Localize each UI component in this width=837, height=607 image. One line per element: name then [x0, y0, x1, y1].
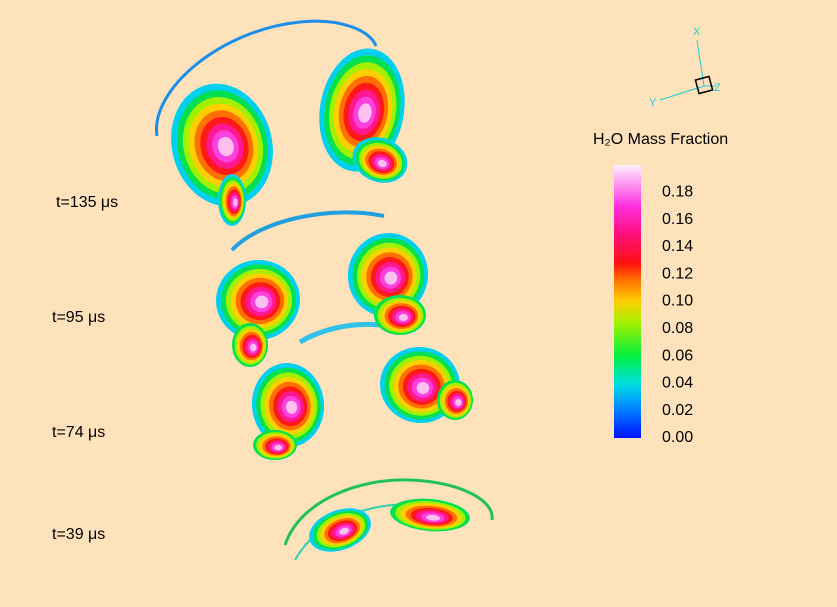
vortex — [218, 174, 246, 226]
vortex — [216, 259, 300, 341]
vortex-ring — [358, 103, 372, 123]
colorbar-tick-label: 0.02 — [662, 402, 693, 419]
vortex-ring — [398, 313, 408, 321]
vortex — [347, 233, 429, 317]
triad-axis — [659, 85, 705, 101]
vortex-ring — [377, 159, 387, 168]
vortex-ring — [255, 295, 269, 309]
triad-label: Y — [649, 97, 657, 109]
colorbar-tick-label: 0.08 — [662, 320, 693, 337]
time-label: t=135 μs — [56, 194, 118, 211]
triad-label: X — [693, 26, 701, 38]
vortex-ring — [285, 400, 298, 414]
simulation-render — [155, 19, 494, 561]
colorbar-tick-label: 0.10 — [662, 293, 693, 310]
vortex-ring — [339, 527, 349, 535]
vortex-ring — [250, 343, 257, 352]
colorbar-tick-label: 0.04 — [662, 375, 693, 392]
vortex — [253, 430, 297, 460]
vortex-ring — [416, 382, 430, 395]
arc — [155, 19, 378, 137]
time-label: t=95 μs — [52, 309, 105, 326]
vortex-ring — [455, 398, 462, 406]
vortex — [352, 137, 408, 183]
colorbar-tick-label: 0.18 — [662, 184, 693, 201]
vortex — [251, 363, 325, 447]
vortex-ring — [233, 198, 238, 207]
colorbar-title: H₂O Mass Fraction — [593, 131, 728, 148]
vortex-ring — [217, 136, 234, 157]
arc — [283, 478, 494, 546]
colorbar-tick-label: 0.12 — [662, 265, 693, 282]
colorbar-tick-label: 0.14 — [662, 238, 693, 255]
colorbar — [614, 165, 641, 438]
arc — [298, 321, 381, 345]
vortex — [374, 295, 426, 335]
vortex-ring — [384, 271, 398, 285]
vortex — [232, 323, 268, 367]
vortex — [390, 498, 470, 532]
triad-label: Z — [714, 82, 721, 94]
vortex — [437, 380, 473, 420]
vortex — [171, 83, 273, 207]
colorbar-tick-label: 0.06 — [662, 347, 693, 364]
axis-triad: X Y Z — [649, 26, 721, 109]
colorbar-tick-label: 0.16 — [662, 211, 693, 228]
vortex — [309, 508, 371, 552]
vortex-ring — [274, 444, 283, 451]
colorbar-tick-label: 0.00 — [662, 429, 693, 446]
vortex-ring — [426, 514, 441, 521]
time-label: t=39 μs — [52, 526, 105, 543]
arc — [230, 210, 385, 252]
time-label: t=74 μs — [52, 424, 105, 441]
triad-box — [694, 75, 714, 95]
